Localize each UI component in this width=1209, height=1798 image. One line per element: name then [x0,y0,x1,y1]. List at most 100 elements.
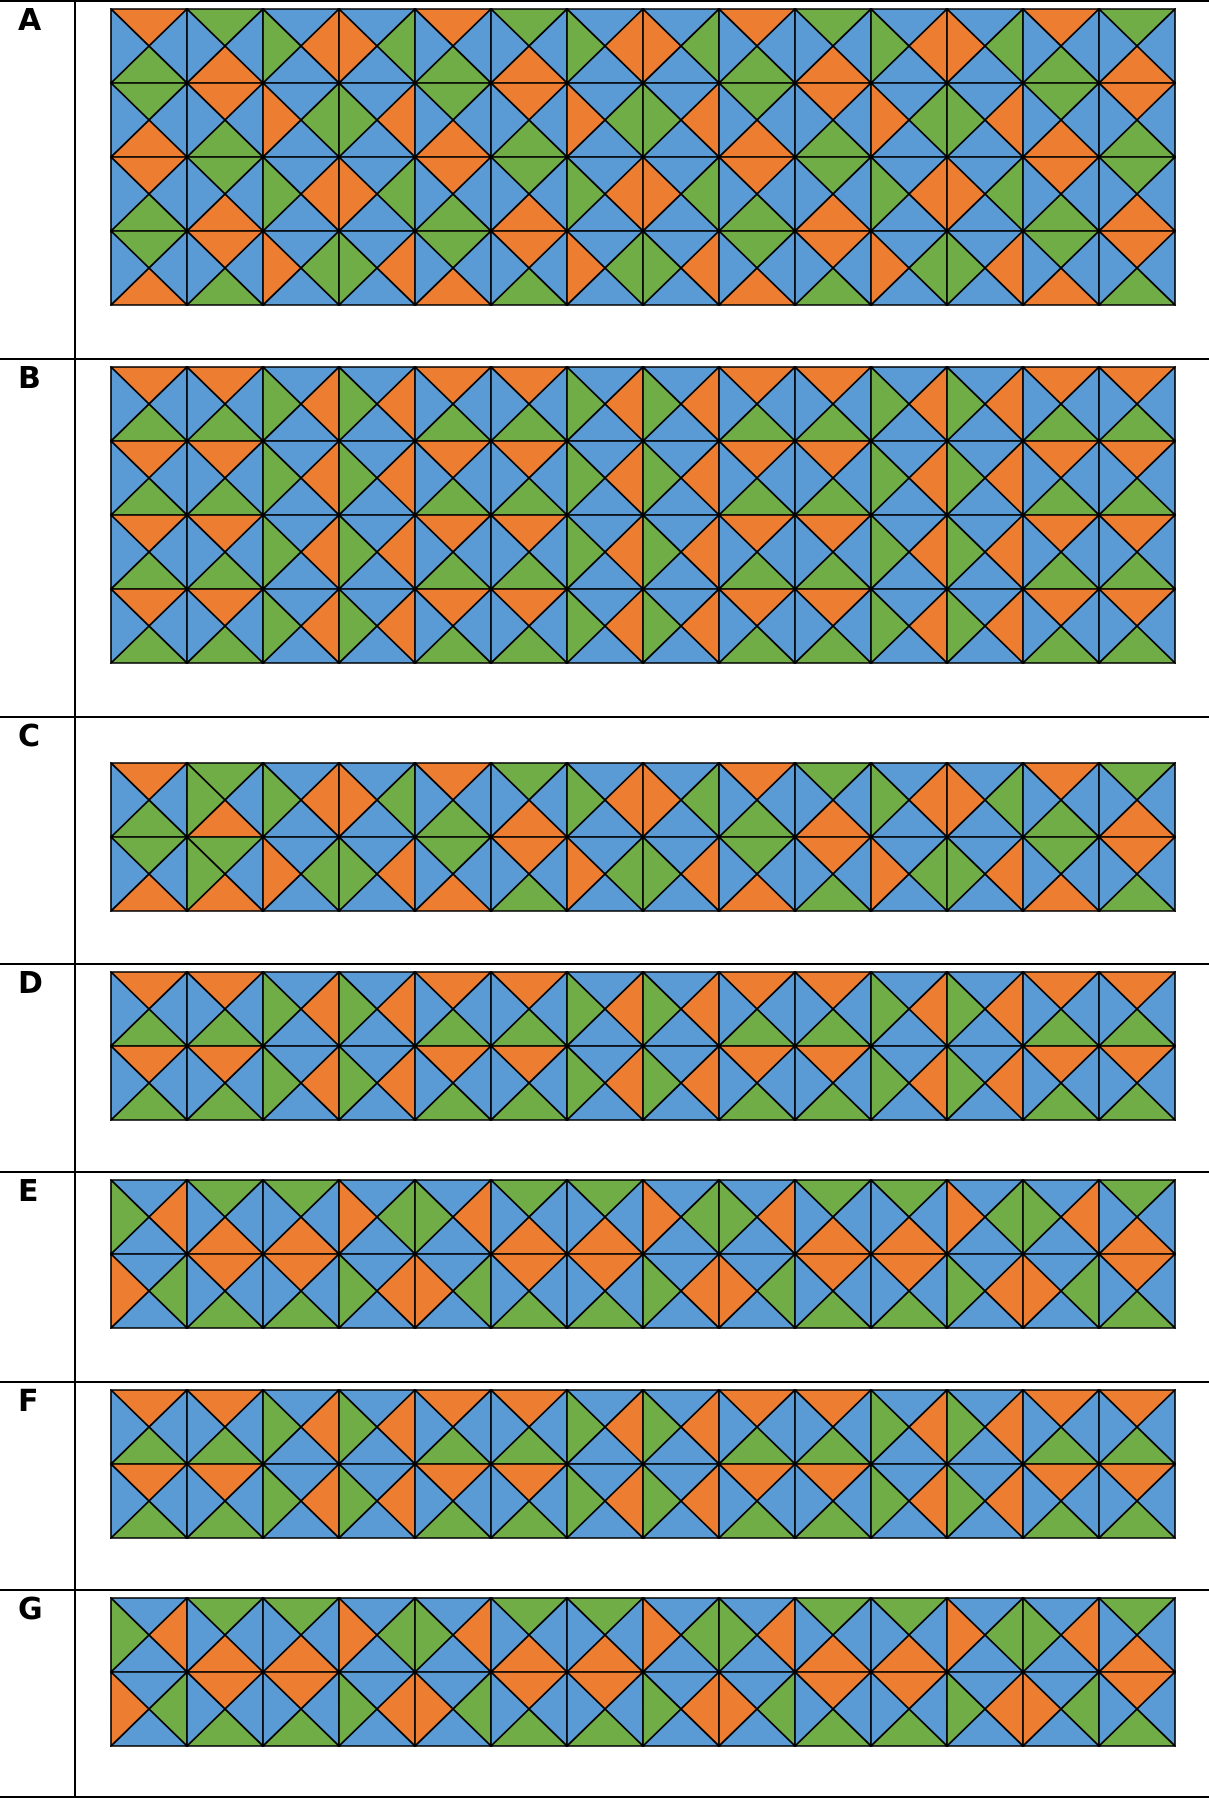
quilt-seam [186,230,264,306]
quilt-seam [794,1179,872,1255]
row-d: D [0,963,1209,1171]
quilt-seam [414,762,492,838]
row-f: F [0,1381,1209,1589]
quilt-seam [946,1463,1024,1539]
quilt-seam [186,1671,264,1747]
quilt-seam [1022,1045,1100,1121]
quilt-seam [642,971,720,1047]
quilt-seam [338,440,416,516]
quilt-seam [1022,1463,1100,1539]
quilt-pattern-g [110,1597,1176,1747]
quilt-seam [1098,1253,1176,1329]
quilt-seam [1098,1045,1176,1121]
quilt-seam [338,230,416,306]
quilt-seam [414,1045,492,1121]
quilt-seam [262,971,340,1047]
quilt-seam [946,836,1024,912]
quilt-seam [566,366,644,442]
quilt-pattern-b [110,366,1176,664]
quilt-seam [414,836,492,912]
quilt-seam [1022,762,1100,838]
quilt-seam [186,762,264,838]
quilt-seam [262,1179,340,1255]
quilt-seam [1022,156,1100,232]
quilt-seam [338,1253,416,1329]
quilt-seam [566,514,644,590]
quilt-seam [870,1253,948,1329]
quilt-seam [718,440,796,516]
quilt-seam [338,1671,416,1747]
quilt-seam [490,971,568,1047]
quilt-seam [1022,8,1100,84]
quilt-seam [870,156,948,232]
quilt-seam [414,1671,492,1747]
quilt-seam [414,1463,492,1539]
row-label: A [18,3,42,38]
quilt-seam [1022,971,1100,1047]
quilt-seam [262,1045,340,1121]
row-a: A [0,0,1209,358]
quilt-seam [718,762,796,838]
quilt-seam [338,514,416,590]
quilt-seam [110,230,188,306]
row-e: E [0,1171,1209,1381]
quilt-seam [262,836,340,912]
quilt-seam [870,230,948,306]
quilt-seam [794,230,872,306]
quilt-seam [870,366,948,442]
quilt-seam [946,1045,1024,1121]
quilt-seam [186,1389,264,1465]
quilt-seam [946,762,1024,838]
quilt-seam [338,1597,416,1673]
quilt-seam [1098,588,1176,664]
quilt-seam [490,366,568,442]
quilt-seam [794,588,872,664]
quilt-seam [262,156,340,232]
quilt-seam [946,971,1024,1047]
quilt-seam [338,588,416,664]
quilt-seam [946,588,1024,664]
quilt-seam [110,156,188,232]
quilt-seam [186,514,264,590]
quilt-seam [1022,1179,1100,1255]
quilt-seam [718,971,796,1047]
quilt-seam [1098,1671,1176,1747]
quilt-seam [1098,1463,1176,1539]
quilt-seam [186,1045,264,1121]
quilt-seam [110,588,188,664]
quilt-seam [186,1179,264,1255]
quilt-svg [110,8,1176,306]
quilt-seam [262,588,340,664]
quilt-seam [794,440,872,516]
quilt-seam [566,971,644,1047]
quilt-seam [110,8,188,84]
quilt-seam [566,1463,644,1539]
quilt-seam [718,82,796,158]
quilt-seam [110,82,188,158]
quilt-seam [794,1463,872,1539]
quilt-seam [186,1463,264,1539]
quilt-seam [946,1597,1024,1673]
quilt-seam [1022,440,1100,516]
row-g: G [0,1589,1209,1796]
quilt-seam [1022,1389,1100,1465]
quilt-seam [262,1253,340,1329]
quilt-seam [870,1671,948,1747]
quilt-seam [870,514,948,590]
quilt-seam [566,440,644,516]
quilt-seam [262,8,340,84]
quilt-seam [110,1389,188,1465]
quilt-seam [1022,366,1100,442]
quilt-seam [718,1389,796,1465]
quilt-seam [490,156,568,232]
quilt-seam [642,1671,720,1747]
quilt-seam [718,1253,796,1329]
quilt-seam [338,8,416,84]
quilt-seam [414,8,492,84]
quilt-seam [1022,514,1100,590]
quilt-seam [566,1179,644,1255]
quilt-seam [794,1389,872,1465]
quilt-seam [1098,440,1176,516]
quilt-seam [870,82,948,158]
